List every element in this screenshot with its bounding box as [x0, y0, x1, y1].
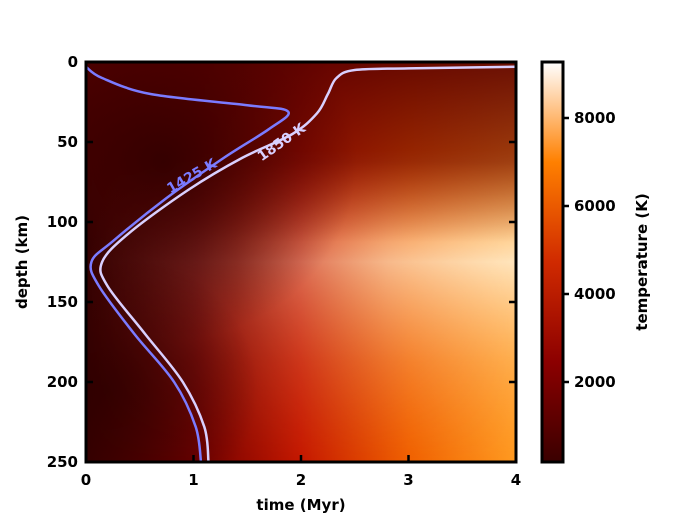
x-tick-label-3: 3 — [403, 471, 413, 489]
colorbar-tick-label-4000: 4000 — [574, 285, 616, 303]
y-tick-label-5: 250 — [47, 453, 78, 471]
x-tick-label-4: 4 — [511, 471, 521, 489]
x-tick-label-2: 2 — [296, 471, 306, 489]
x-tick-label-1: 1 — [188, 471, 198, 489]
y-tick-label-2: 100 — [47, 213, 78, 231]
colorbar-tick-label-6000: 6000 — [574, 197, 616, 215]
y-axis: 0 50 100 150 200 250 depth (km) — [13, 53, 516, 471]
contour-line-1850k — [99, 65, 516, 462]
colorbar-label: temperature (K) — [633, 193, 651, 330]
y-tick-label-3: 150 — [47, 293, 78, 311]
colorbar: 2000 4000 6000 8000 temperature (K) — [540, 60, 651, 464]
colorbar-tick-label-8000: 8000 — [574, 109, 616, 127]
colorbar-tick-label-2000: 2000 — [574, 373, 616, 391]
x-axis-label: time (Myr) — [256, 496, 345, 514]
contour-layer — [86, 65, 516, 462]
y-tick-label-4: 200 — [47, 373, 78, 391]
y-axis-label: depth (km) — [13, 215, 31, 309]
heatmap — [86, 62, 516, 462]
colorbar-gradient — [540, 60, 565, 464]
y-tick-label-1: 50 — [57, 133, 78, 151]
y-tick-label-0: 0 — [68, 53, 78, 71]
x-axis: 0 1 2 3 4 time (Myr) — [81, 455, 521, 514]
contour-line-1425k — [86, 65, 290, 462]
x-tick-label-0: 0 — [81, 471, 91, 489]
